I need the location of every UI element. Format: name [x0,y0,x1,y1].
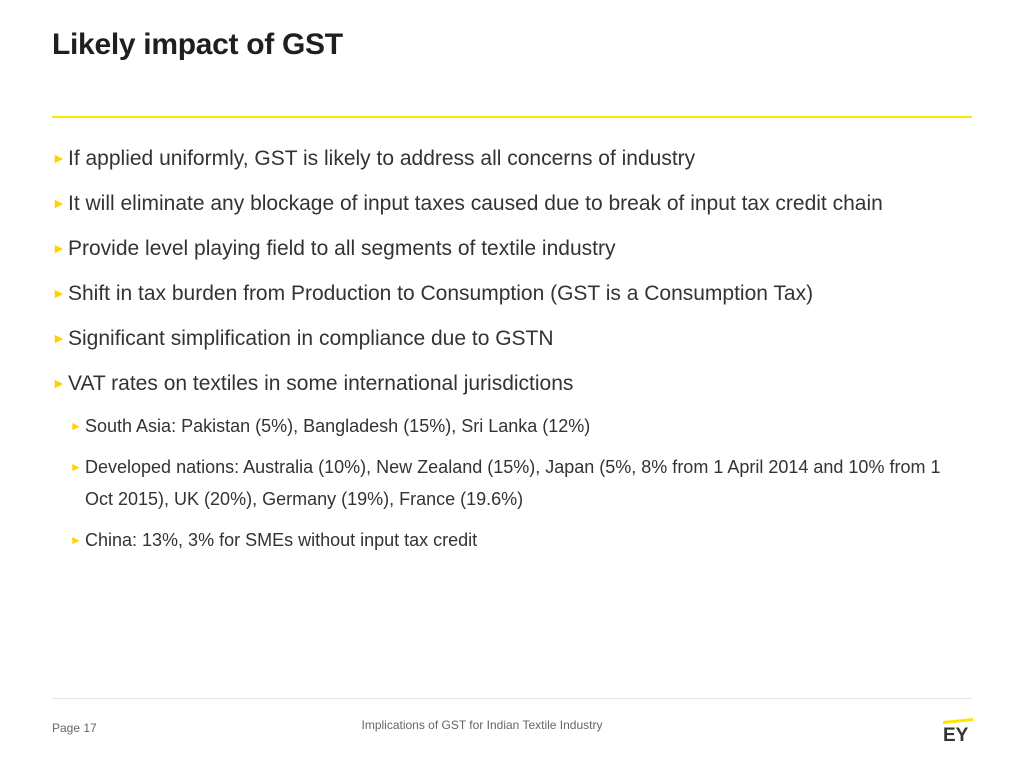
bullet-item: ► It will eliminate any blockage of inpu… [52,185,972,222]
bullet-text: Shift in tax burden from Production to C… [68,282,814,305]
bullet-text: Provide level playing field to all segme… [68,237,616,260]
slide-title: Likely impact of GST [52,28,343,61]
sub-bullet-arrow-icon: ► [70,460,82,474]
bullet-arrow-icon: ► [52,240,66,256]
sub-bullet-item: ► South Asia: Pakistan (5%), Bangladesh … [70,410,972,442]
bullet-arrow-icon: ► [52,330,66,346]
footer-divider [52,698,972,699]
bullet-arrow-icon: ► [52,195,66,211]
bullet-item: ► Provide level playing field to all seg… [52,230,972,267]
page-number: Page 17 [52,721,97,735]
bullet-arrow-icon: ► [52,285,66,301]
sub-bullet-text: South Asia: Pakistan (5%), Bangladesh (1… [85,416,591,436]
sub-bullet-text: China: 13%, 3% for SMEs without input ta… [85,530,478,550]
bullet-arrow-icon: ► [52,150,66,166]
bullet-text: Significant simplification in compliance… [68,327,554,350]
footer-title: Implications of GST for Indian Textile I… [361,718,603,732]
svg-text:EY: EY [943,725,969,742]
bullet-item: ► Significant simplification in complian… [52,320,972,357]
bullet-item: ► VAT rates on textiles in some internat… [52,365,972,402]
bullet-item: ► Shift in tax burden from Production to… [52,275,972,312]
bullet-text: If applied uniformly, GST is likely to a… [68,147,696,170]
sub-bullet-item: ► Developed nations: Australia (10%), Ne… [70,451,972,515]
sub-bullet-arrow-icon: ► [70,533,82,547]
bullet-item: ► If applied uniformly, GST is likely to… [52,140,972,177]
ey-logo-icon: EY [943,718,973,742]
sub-bullet-item: ► China: 13%, 3% for SMEs without input … [70,524,972,556]
bullet-text: VAT rates on textiles in some internatio… [68,372,574,395]
sub-bullet-text: Developed nations: Australia (10%), New … [85,457,941,509]
bullet-arrow-icon: ► [52,375,66,391]
title-underline [52,116,972,118]
bullet-text: It will eliminate any blockage of input … [68,192,883,215]
sub-bullet-arrow-icon: ► [70,419,82,433]
bullet-list: ► If applied uniformly, GST is likely to… [52,140,972,565]
